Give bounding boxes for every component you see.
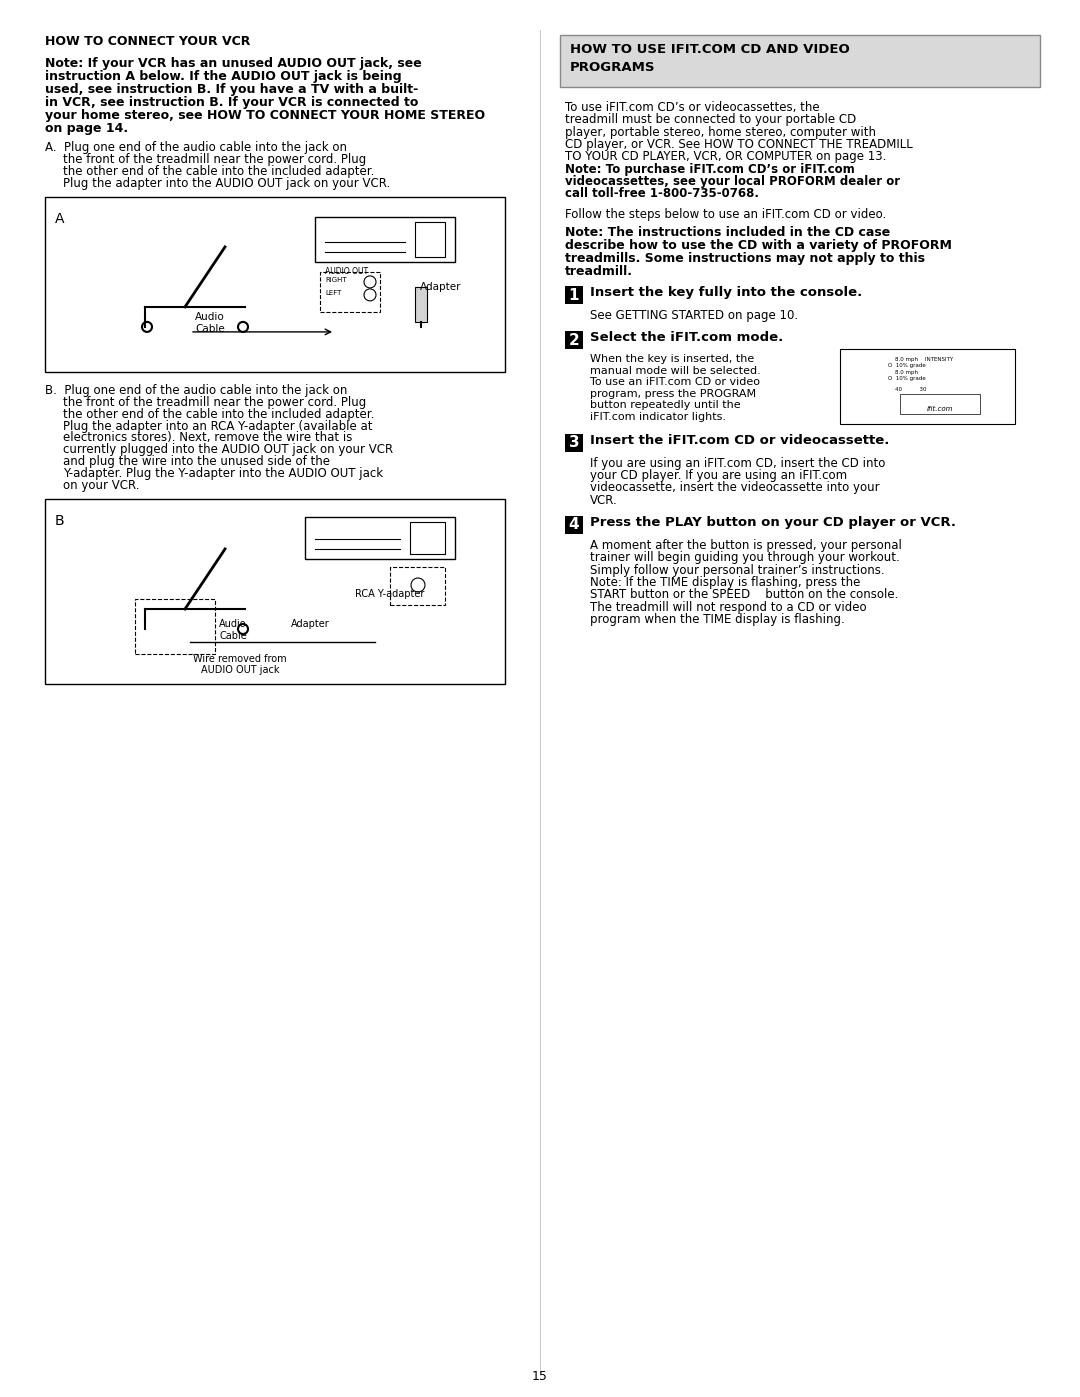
Text: Adapter: Adapter xyxy=(420,282,461,292)
Text: and plug the wire into the unused side of the: and plug the wire into the unused side o… xyxy=(63,455,330,468)
Text: your CD player. If you are using an iFIT.com: your CD player. If you are using an iFIT… xyxy=(590,469,847,482)
Text: the front of the treadmill near the power cord. Plug: the front of the treadmill near the powe… xyxy=(63,154,366,166)
Text: in VCR, see instruction B. If your VCR is connected to: in VCR, see instruction B. If your VCR i… xyxy=(45,96,418,109)
Text: Note: The instructions included in the CD case: Note: The instructions included in the C… xyxy=(565,226,890,239)
Text: program when the TIME display is flashing.: program when the TIME display is flashin… xyxy=(590,613,845,626)
Text: If you are using an iFIT.com CD, insert the CD into: If you are using an iFIT.com CD, insert … xyxy=(590,457,886,469)
Text: player, portable stereo, home stereo, computer with: player, portable stereo, home stereo, co… xyxy=(565,126,876,138)
Bar xyxy=(45,499,505,685)
Text: Note: To purchase iFIT.com CD’s or iFIT.com: Note: To purchase iFIT.com CD’s or iFIT.… xyxy=(565,162,854,176)
Text: O  10% grade: O 10% grade xyxy=(888,363,926,367)
Text: CD player, or VCR. See HOW TO CONNECT THE TREADMILL: CD player, or VCR. See HOW TO CONNECT TH… xyxy=(565,138,913,151)
Text: HOW TO USE IFIT.COM CD AND VIDEO
PROGRAMS: HOW TO USE IFIT.COM CD AND VIDEO PROGRAM… xyxy=(570,43,850,74)
Bar xyxy=(840,349,1015,425)
Text: B.  Plug one end of the audio cable into the jack on: B. Plug one end of the audio cable into … xyxy=(45,384,348,397)
Text: A: A xyxy=(55,212,65,226)
Text: A moment after the button is pressed, your personal: A moment after the button is pressed, yo… xyxy=(590,539,902,552)
Bar xyxy=(45,197,505,372)
Text: on your VCR.: on your VCR. xyxy=(63,479,139,492)
Text: instruction A below. If the AUDIO OUT jack is being: instruction A below. If the AUDIO OUT ja… xyxy=(45,70,402,82)
Text: HOW TO CONNECT YOUR VCR: HOW TO CONNECT YOUR VCR xyxy=(45,35,251,47)
Text: 4: 4 xyxy=(569,517,579,532)
Text: Insert the iFIT.com CD or videocassette.: Insert the iFIT.com CD or videocassette. xyxy=(590,433,889,447)
Bar xyxy=(135,599,215,654)
Text: Plug the adapter into the AUDIO OUT jack on your VCR.: Plug the adapter into the AUDIO OUT jack… xyxy=(63,177,390,190)
Bar xyxy=(565,331,583,349)
Text: 8.0 mph    INTENSITY: 8.0 mph INTENSITY xyxy=(895,358,954,362)
Bar xyxy=(390,567,445,605)
Text: the other end of the cable into the included adapter.: the other end of the cable into the incl… xyxy=(63,165,375,177)
Text: 15: 15 xyxy=(532,1370,548,1383)
Bar xyxy=(565,515,583,534)
Bar xyxy=(900,394,980,414)
Text: 8.0 mph: 8.0 mph xyxy=(895,370,918,374)
Text: Audio
Cable: Audio Cable xyxy=(219,619,247,641)
Text: the other end of the cable into the included adapter.: the other end of the cable into the incl… xyxy=(63,408,375,420)
Text: AUDIO OUT jack: AUDIO OUT jack xyxy=(201,665,280,675)
Bar xyxy=(415,222,445,257)
Text: Wire removed from: Wire removed from xyxy=(193,654,287,664)
Text: To use an iFIT.com CD or video: To use an iFIT.com CD or video xyxy=(590,377,760,387)
Text: Adapter: Adapter xyxy=(291,619,329,629)
Text: Plug the adapter into an RCA Y-adapter (available at: Plug the adapter into an RCA Y-adapter (… xyxy=(63,419,373,433)
Text: videocassette, insert the videocassette into your: videocassette, insert the videocassette … xyxy=(590,482,879,495)
Text: When the key is inserted, the: When the key is inserted, the xyxy=(590,353,754,365)
Text: describe how to use the CD with a variety of PROFORM: describe how to use the CD with a variet… xyxy=(565,239,951,251)
Text: LEFT: LEFT xyxy=(325,291,341,296)
Text: ifit.com: ifit.com xyxy=(927,407,954,412)
Text: See GETTING STARTED on page 10.: See GETTING STARTED on page 10. xyxy=(590,309,798,323)
Text: RCA Y-adapter: RCA Y-adapter xyxy=(355,590,424,599)
Text: 1: 1 xyxy=(569,288,579,303)
Text: Note: If the TIME display is flashing, press the: Note: If the TIME display is flashing, p… xyxy=(590,576,861,590)
Text: manual mode will be selected.: manual mode will be selected. xyxy=(590,366,760,376)
Bar xyxy=(315,217,455,261)
Text: electronics stores). Next, remove the wire that is: electronics stores). Next, remove the wi… xyxy=(63,432,352,444)
Text: your home stereo, see HOW TO CONNECT YOUR HOME STEREO: your home stereo, see HOW TO CONNECT YOU… xyxy=(45,109,485,122)
Text: currently plugged into the AUDIO OUT jack on your VCR: currently plugged into the AUDIO OUT jac… xyxy=(63,443,393,457)
Text: on page 14.: on page 14. xyxy=(45,123,129,136)
Text: Simply follow your personal trainer’s instructions.: Simply follow your personal trainer’s in… xyxy=(590,563,885,577)
Bar xyxy=(320,272,380,312)
Text: 3: 3 xyxy=(569,434,579,450)
Text: RIGHT: RIGHT xyxy=(325,277,347,284)
Text: treadmill.: treadmill. xyxy=(565,265,633,278)
Text: treadmills. Some instructions may not apply to this: treadmills. Some instructions may not ap… xyxy=(565,251,924,265)
Text: Insert the key fully into the console.: Insert the key fully into the console. xyxy=(590,286,862,299)
Text: trainer will begin guiding you through your workout.: trainer will begin guiding you through y… xyxy=(590,552,900,564)
Text: A.  Plug one end of the audio cable into the jack on: A. Plug one end of the audio cable into … xyxy=(45,141,347,154)
Text: Select the iFIT.com mode.: Select the iFIT.com mode. xyxy=(590,331,783,344)
Bar xyxy=(415,286,427,321)
Text: AUDIO OUT: AUDIO OUT xyxy=(325,267,368,275)
Bar xyxy=(410,522,445,555)
Text: used, see instruction B. If you have a TV with a built-: used, see instruction B. If you have a T… xyxy=(45,82,418,96)
Text: Follow the steps below to use an iFIT.com CD or video.: Follow the steps below to use an iFIT.co… xyxy=(565,208,887,221)
Text: 2: 2 xyxy=(569,332,579,348)
Text: VCR.: VCR. xyxy=(590,493,618,507)
Text: videocassettes, see your local PROFORM dealer or: videocassettes, see your local PROFORM d… xyxy=(565,175,900,189)
Text: the front of the treadmill near the power cord. Plug: the front of the treadmill near the powe… xyxy=(63,395,366,409)
Text: O  10% grade: O 10% grade xyxy=(888,376,926,381)
Text: B: B xyxy=(55,514,65,528)
Text: program, press the PROGRAM: program, press the PROGRAM xyxy=(590,388,756,398)
Text: Press the PLAY button on your CD player or VCR.: Press the PLAY button on your CD player … xyxy=(590,515,956,529)
Text: To use iFIT.com CD’s or videocassettes, the: To use iFIT.com CD’s or videocassettes, … xyxy=(565,101,820,115)
Text: call toll-free 1-800-735-0768.: call toll-free 1-800-735-0768. xyxy=(565,187,759,200)
Text: START button or the SPEED    button on the console.: START button or the SPEED button on the … xyxy=(590,588,899,601)
Text: button repeatedly until the: button repeatedly until the xyxy=(590,401,741,411)
Text: The treadmill will not respond to a CD or video: The treadmill will not respond to a CD o… xyxy=(590,601,866,613)
Bar xyxy=(561,35,1040,87)
Text: iFIT.com indicator lights.: iFIT.com indicator lights. xyxy=(590,412,726,422)
Bar xyxy=(565,286,583,305)
Text: Note: If your VCR has an unused AUDIO OUT jack, see: Note: If your VCR has an unused AUDIO OU… xyxy=(45,57,422,70)
Text: Y-adapter. Plug the Y-adapter into the AUDIO OUT jack: Y-adapter. Plug the Y-adapter into the A… xyxy=(63,467,383,481)
Text: treadmill must be connected to your portable CD: treadmill must be connected to your port… xyxy=(565,113,856,126)
Text: 40          30: 40 30 xyxy=(895,387,927,393)
Bar xyxy=(565,433,583,451)
Text: TO YOUR CD PLAYER, VCR, OR COMPUTER on page 13.: TO YOUR CD PLAYER, VCR, OR COMPUTER on p… xyxy=(565,151,887,163)
Text: Audio
Cable: Audio Cable xyxy=(195,312,225,334)
Bar xyxy=(305,517,455,559)
